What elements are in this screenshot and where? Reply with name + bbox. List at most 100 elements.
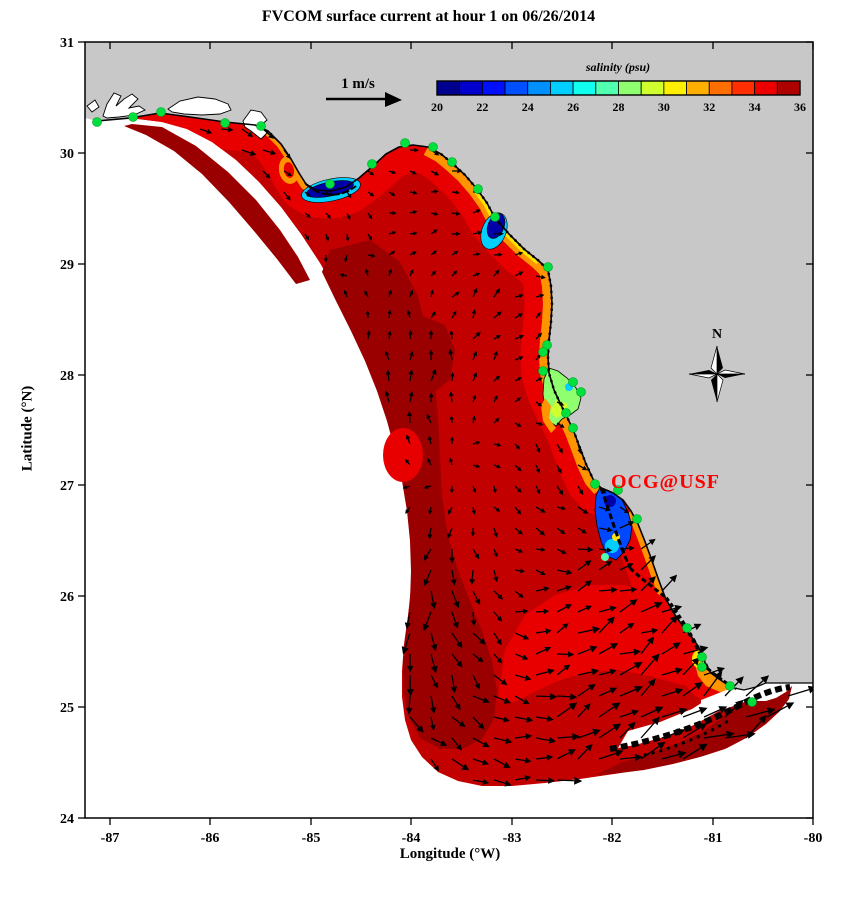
scale-arrow-label: 1 m/s [341,76,375,92]
colorbar-segment [731,80,756,96]
colorbar-tick-label: 36 [794,100,806,114]
colorbar-segment [459,80,483,96]
y-tick-label: 27 [60,479,74,494]
station-marker [568,423,578,433]
coastal-lagoon [167,96,232,116]
salinity-patch [124,124,310,284]
x-tick-label: -82 [603,831,622,846]
coastal-lagoon [86,99,100,113]
station-marker [697,662,707,672]
station-marker [490,212,500,222]
station-marker [725,681,735,691]
station-marker [682,623,692,633]
colorbar-tick-label: 32 [703,100,715,114]
y-tick-label: 31 [60,36,74,51]
x-tick-label: -86 [201,831,220,846]
station-marker [220,118,230,128]
scale-arrow [326,92,402,107]
colorbar-tick-label: 26 [567,100,579,114]
colorbar-segment [708,80,733,96]
x-tick-label: -83 [503,831,522,846]
colorbar-tick-label: 24 [522,100,534,114]
station-marker [367,159,377,169]
station-marker [92,117,102,127]
station-markers [92,107,757,707]
compass-rose [688,345,746,403]
barrier-islands [440,153,595,480]
ocg-usf-label: OCG@USF [611,471,720,493]
station-marker [128,112,138,122]
estuary [541,398,556,433]
colorbar-tick-label: 28 [613,100,625,114]
x-tick-label: -87 [101,831,120,846]
figure-title: FVCOM surface current at hour 1 on 06/26… [261,8,596,25]
station-marker [400,138,410,148]
colorbar: 20 22 24 26 28 30 32 34 36 [431,80,806,114]
station-marker [747,697,757,707]
colorbar-segment [504,80,529,96]
compass-north-label: N [711,327,723,342]
x-tick-label: -84 [402,831,421,846]
x-tick-label: -80 [804,831,823,846]
coastal-lagoon [102,92,146,119]
station-marker [473,184,483,194]
salinity-patch [385,315,455,395]
y-tick-label: 24 [60,812,74,827]
station-marker [543,262,553,272]
station-marker [447,157,457,167]
station-marker [561,408,571,418]
salinity-patch [498,585,718,702]
colorbar-segment [436,80,461,96]
colorbar-title: salinity (psu) [585,60,651,74]
x-axis-label: Longitude (°W) [399,846,501,862]
barrier-islands [609,684,791,752]
station-marker [156,107,166,117]
station-marker [325,179,335,189]
station-marker [613,485,623,495]
station-marker [590,479,600,489]
salinity-patch [701,686,763,712]
colorbar-tick-label: 34 [749,100,761,114]
colorbar-segment [572,80,597,96]
station-marker [632,514,642,524]
station-marker [428,142,438,152]
station-marker [576,387,586,397]
station-marker [697,652,707,662]
colorbar-tick-label: 20 [431,100,443,114]
y-axis-label: Latitude (°N) [19,385,36,472]
colorbar-segment [663,80,687,96]
land [85,42,813,690]
colorbar-tick-label: 30 [658,100,670,114]
axes: -87 -86 -85 -84 -83 -82 -81 -80 31 30 29 28 27 26 25 24 [60,36,822,846]
y-tick-label: 26 [60,590,74,605]
colorbar-segment [595,80,619,96]
colorbar-segment [686,80,710,96]
colorbar-segment [481,80,506,96]
salinity-patch [596,686,792,775]
station-marker [538,347,548,357]
estuary-plume [601,553,609,561]
y-tick-label: 25 [60,701,74,716]
y-tick-label: 30 [60,147,74,162]
station-marker [256,121,266,131]
colorbar-segment [754,80,778,96]
colorbar-segment [640,80,665,96]
colorbar-segment [550,80,574,96]
station-marker [568,377,578,387]
map-layers [85,42,813,818]
x-tick-label: -81 [704,831,723,846]
y-tick-label: 29 [60,258,74,273]
barrier-islands [635,719,729,759]
salinity-patch [283,162,295,178]
y-tick-label: 28 [60,369,74,384]
estuary-plume [604,495,616,507]
salinity-patch [322,240,497,749]
current-vector-arrows [199,126,813,787]
station-marker [538,366,548,376]
colorbar-segment [776,80,801,96]
colorbar-segment [618,80,642,96]
barrier-islands [599,487,632,569]
x-tick-label: -85 [302,831,321,846]
